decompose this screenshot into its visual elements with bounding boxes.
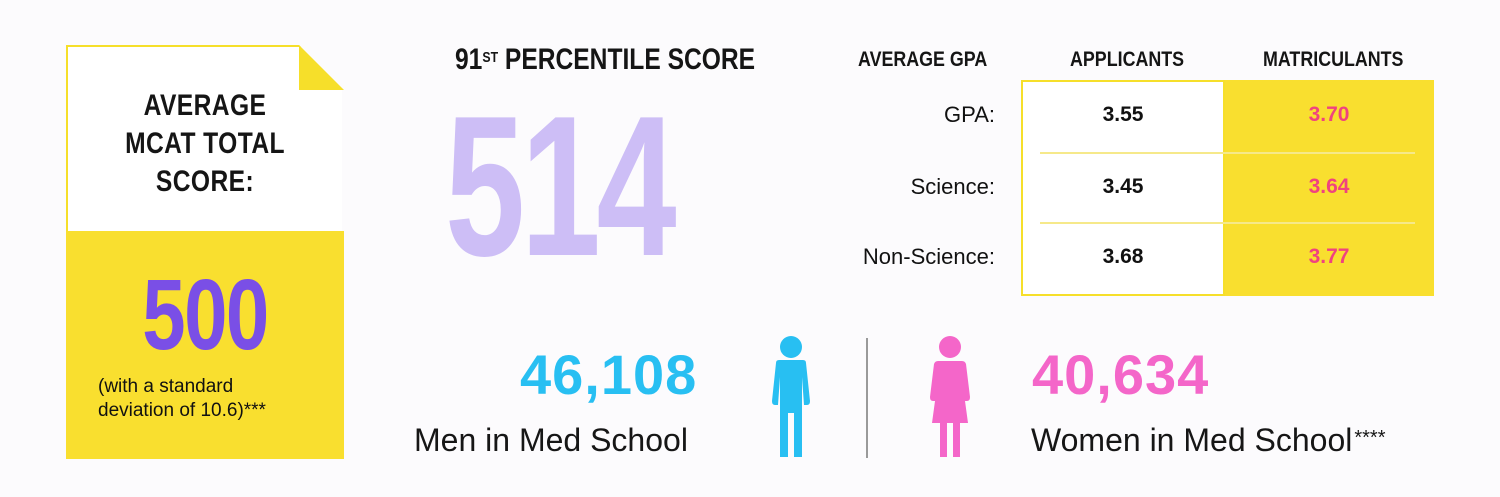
standard-deviation-note: (with a standard deviation of 10.6)*** (98, 375, 338, 423)
row-divider (1040, 222, 1415, 224)
gpa-row-label: GPA: (944, 102, 995, 127)
note-line: deviation of 10.6)*** (98, 400, 266, 421)
matriculants-column-fill (1224, 80, 1434, 296)
folded-corner-icon (299, 45, 344, 90)
men-label: Men in Med School (414, 422, 688, 458)
matriculants-header: MATRICULANTS (1263, 48, 1404, 71)
average-gpa-header: AVERAGE GPA (858, 48, 988, 71)
average-mcat-card: AVERAGE MCAT TOTAL SCORE: 500 (with a st… (66, 45, 344, 459)
note-line: (with a standard (98, 376, 234, 397)
percentile-title-number: 91 (455, 43, 483, 76)
science-matriculants-value: 3.64 (1308, 175, 1350, 198)
gpa-matriculants-value: 3.70 (1308, 103, 1350, 126)
percentile-title: 91ST PERCENTILE SCORE (455, 42, 755, 78)
card-title: AVERAGE MCAT TOTAL SCORE: (91, 87, 319, 201)
percentile-title-suffix: ST (482, 49, 499, 66)
women-footnote-marker: **** (1354, 427, 1386, 449)
men-count: 46,108 (520, 343, 698, 406)
percentile-title-text: PERCENTILE SCORE (498, 43, 756, 76)
science-row-label: Science: (910, 174, 995, 199)
science-applicants-value: 3.45 (1102, 175, 1144, 198)
woman-icon (930, 336, 970, 457)
applicants-header: APPLICANTS (1070, 48, 1185, 71)
non-science-row-label: Non-Science: (862, 244, 995, 269)
women-count: 40,634 (1032, 343, 1210, 406)
gpa-applicants-value: 3.55 (1102, 103, 1144, 126)
card-title-line: SCORE: (155, 165, 255, 198)
percentile-score-value: 514 (445, 75, 677, 298)
non-science-applicants-value: 3.68 (1102, 245, 1144, 268)
applicants-column-box (1021, 80, 1225, 296)
gender-divider (866, 338, 868, 458)
man-icon (772, 336, 810, 457)
average-mcat-value: 500 (142, 259, 269, 371)
card-title-line: MCAT TOTAL (125, 127, 285, 160)
card-title-line: AVERAGE (143, 89, 267, 122)
card-bottom-panel (66, 231, 344, 459)
card-top-panel (66, 45, 342, 231)
row-divider (1040, 152, 1415, 154)
women-label-text: Women in Med School (1031, 422, 1353, 458)
women-label: Women in Med School **** (1031, 420, 1385, 460)
non-science-matriculants-value: 3.77 (1308, 245, 1350, 268)
